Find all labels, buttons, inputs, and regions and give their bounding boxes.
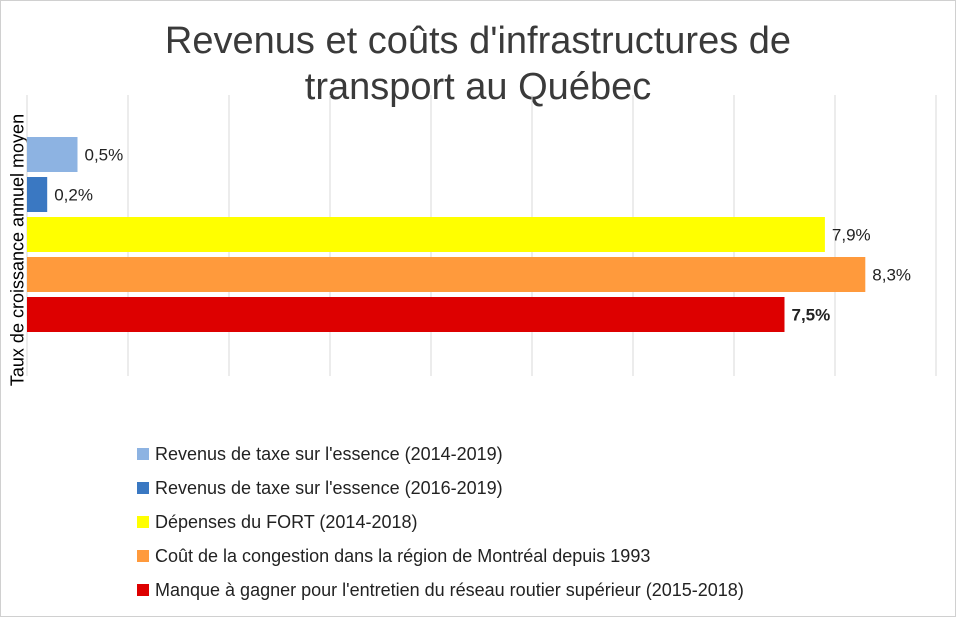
legend-item-2: Revenus de taxe sur l'essence (2016-2019… [137,471,744,505]
legend-label: Revenus de taxe sur l'essence (2014-2019… [155,443,503,464]
legend-item-5: Manque à gagner pour l'entretien du rése… [137,573,744,607]
chart-title: Revenus et coûts d'infrastructures de tr… [0,18,956,110]
legend-label: Dépenses du FORT (2014-2018) [155,511,418,532]
data-label-2: 0,2% [54,186,93,205]
bar-5 [27,297,785,332]
bar-4 [27,257,866,292]
bar-chart-plot: 0,5% 0,2% 7,9% 8,3% 7,5% [26,95,937,376]
legend-swatch [137,482,149,494]
data-label-5: 7,5% [792,306,831,325]
legend-label: Manque à gagner pour l'entretien du rése… [155,579,744,600]
legend-label: Coût de la congestion dans la région de … [155,545,651,566]
data-label-3: 7,9% [832,226,871,245]
legend-swatch [137,584,149,596]
bar-2 [27,177,48,212]
legend-label: Revenus de taxe sur l'essence (2016-2019… [155,477,503,498]
legend-swatch [137,516,149,528]
legend-item-3: Dépenses du FORT (2014-2018) [137,505,744,539]
data-label-4: 8,3% [872,266,911,285]
chart-legend: Revenus de taxe sur l'essence (2014-2019… [137,437,744,607]
legend-item-4: Coût de la congestion dans la région de … [137,539,744,573]
legend-item-1: Revenus de taxe sur l'essence (2014-2019… [137,437,744,471]
legend-swatch [137,448,149,460]
chart-title-line-2: transport au Québec [304,66,652,108]
bar-1 [27,137,78,172]
bar-3 [27,217,825,252]
legend-swatch [137,550,149,562]
chart-title-line-1: Revenus et coûts d'infrastructures de [164,20,792,62]
data-label-1: 0,5% [85,146,124,165]
